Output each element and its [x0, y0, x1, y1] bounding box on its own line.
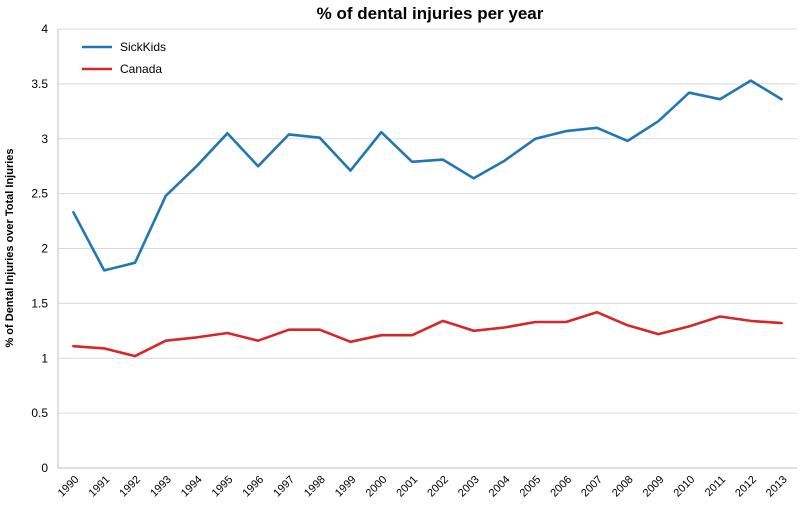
- y-tick-label: 4: [41, 22, 48, 36]
- x-tick-label: 2004: [487, 474, 513, 500]
- y-tick-label: 1: [41, 351, 48, 365]
- series-lines: [72, 79, 783, 358]
- y-tick-label: 2.5: [31, 187, 48, 201]
- x-tick-label: 2009: [641, 474, 667, 500]
- x-tick-label: 1997: [271, 474, 297, 500]
- legend: SickKids Canada: [82, 40, 166, 76]
- x-tick-label: 1998: [302, 474, 328, 500]
- chart-title: % of dental injuries per year: [317, 4, 544, 23]
- x-tick-label: 1994: [179, 474, 205, 500]
- x-tick-label: 2008: [610, 474, 636, 500]
- legend-label: Canada: [120, 62, 162, 76]
- legend-label: SickKids: [120, 40, 166, 54]
- y-tick-label: 3.5: [31, 77, 48, 91]
- x-tick-label: 1990: [56, 474, 82, 500]
- x-tick-label: 1991: [87, 474, 113, 500]
- gridlines: [58, 28, 797, 414]
- x-tick-label: 2007: [579, 474, 605, 500]
- x-tick-label: 1992: [117, 474, 143, 500]
- x-tick-label: 2010: [672, 474, 698, 500]
- y-tick-label: 2: [41, 242, 48, 256]
- x-tick-label: 2000: [364, 474, 390, 500]
- x-tick-label: 2011: [703, 474, 728, 499]
- series-line-sickkids: [72, 79, 783, 272]
- x-tick-label: 2012: [733, 474, 759, 500]
- x-tick-label: 1996: [240, 474, 266, 500]
- y-tick-label: 1.5: [31, 296, 48, 310]
- x-tick-labels: 1990 1991 1992 1993 1994 1995 1996 1997 1998 1999…: [56, 474, 790, 500]
- x-tick-label: 1993: [148, 474, 174, 500]
- y-tick-label: 0.5: [31, 406, 48, 420]
- x-tick-label: 2001: [394, 474, 420, 500]
- x-tick-label: 1995: [210, 474, 236, 500]
- x-tick-label: 1999: [333, 474, 359, 500]
- y-tick-label: 0: [41, 461, 48, 475]
- y-axis-label: % of Dental Injuries over Total Injuries: [4, 148, 16, 347]
- x-tick-label: 2003: [456, 474, 482, 500]
- x-tick-label: 2002: [425, 474, 451, 500]
- y-tick-label: 3: [41, 132, 48, 146]
- x-tick-label: 2005: [518, 474, 544, 500]
- y-tick-labels: 0 0.5 1 1.5 2 2.5 3 3.5 4: [31, 22, 48, 475]
- x-tick-label: 2006: [548, 474, 574, 500]
- series-line-canada: [72, 310, 783, 358]
- x-tick-label: 2013: [764, 474, 790, 500]
- axes: [57, 29, 797, 469]
